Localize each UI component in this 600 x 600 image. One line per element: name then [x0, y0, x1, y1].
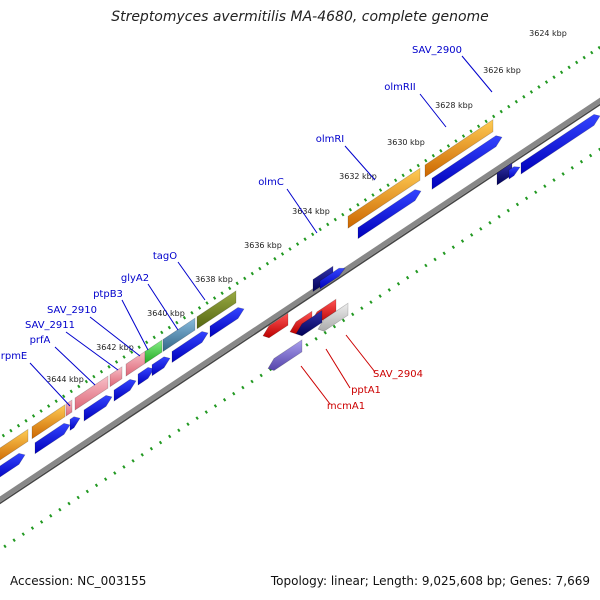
leader-line [419, 93, 447, 128]
gene-olmC-orange[interactable] [347, 167, 421, 229]
gene-olmR-orange[interactable] [424, 119, 494, 178]
gene-purple[interactable] [267, 339, 303, 371]
cds-gene-3[interactable] [69, 416, 81, 431]
cds-gene-small-1[interactable] [319, 267, 346, 290]
cds-gene-6[interactable] [137, 367, 155, 386]
gene-navy-lower[interactable] [295, 309, 323, 337]
cds-gene-4[interactable] [83, 395, 113, 422]
tick-label-3628-kbp: 3628 kbp [435, 101, 473, 110]
cds-gene-small-2[interactable] [508, 166, 521, 180]
gene-label-SAV_2910[interactable]: SAV_2910 [47, 305, 97, 316]
leader-line [147, 283, 179, 331]
tick-label-3642-kbp: 3642 kbp [96, 343, 134, 352]
cds-gene-11[interactable] [431, 135, 503, 190]
gene-label-SAV_2904[interactable]: SAV_2904 [373, 369, 423, 380]
reverse-gene-track [262, 298, 349, 371]
gene-label-SAV_2911[interactable]: SAV_2911 [25, 320, 75, 331]
tick-label-3644-kbp: 3644 kbp [46, 375, 84, 384]
gene-red-1[interactable] [262, 312, 289, 339]
gene-label-pptA1[interactable]: pptA1 [351, 385, 381, 396]
gene-label-SAV_2900[interactable]: SAV_2900 [412, 45, 462, 56]
gene-steel[interactable] [162, 317, 196, 353]
tick-label-3624-kbp: 3624 kbp [529, 29, 567, 38]
tick-label-3630-kbp: 3630 kbp [387, 138, 425, 147]
tick-label-3636-kbp: 3636 kbp [244, 241, 282, 250]
cds-track [0, 114, 600, 480]
gene-labels: SAV_2900 olmRII olmRI olmC tagO glyA2 ptpB3 SAV… [1, 45, 493, 412]
gene-green[interactable] [144, 339, 163, 364]
map-title: Streptomyces avermitilis MA-4680, comple… [111, 9, 489, 25]
gene-pink-1[interactable] [74, 375, 109, 411]
leader-line [345, 334, 376, 373]
gene-pink-2[interactable] [109, 366, 123, 388]
cds-gene-8[interactable] [171, 331, 209, 364]
cds-gene-2[interactable] [34, 423, 71, 455]
gene-orange-1[interactable] [0, 428, 29, 463]
gene-label-tagO[interactable]: tagO [153, 251, 177, 262]
leader-line [89, 316, 141, 357]
cds-gene-9[interactable] [209, 307, 245, 338]
gene-label-olmRI[interactable]: olmRI [316, 134, 345, 145]
lower-tick-line [0, 147, 600, 552]
gene-pink-small[interactable] [65, 399, 73, 417]
cds-gene-7[interactable] [151, 356, 171, 377]
tick-label-3632-kbp: 3632 kbp [339, 172, 377, 181]
leader-line [461, 55, 493, 93]
leader-line [65, 331, 119, 371]
leader-line [121, 299, 149, 351]
colored-gene-track [0, 119, 513, 463]
leader-line [29, 362, 71, 407]
genome-backbone [0, 97, 600, 503]
accession-text: Accession: NC_003155 [10, 574, 147, 588]
leader-line [54, 346, 96, 386]
gene-label-prfA[interactable]: prfA [30, 335, 51, 346]
cds-gene-5[interactable] [113, 379, 137, 402]
leader-line [325, 348, 351, 389]
topology-text: Topology: linear; Length: 9,025,608 bp; … [270, 574, 590, 588]
cds-gene-10[interactable] [357, 189, 422, 240]
gene-label-ptpB3[interactable]: ptpB3 [93, 289, 123, 300]
gene-label-olmRII[interactable]: olmRII [384, 82, 415, 93]
upper-tick-line [0, 45, 600, 440]
gene-label-glyA2[interactable]: glyA2 [121, 273, 149, 284]
kbp-tick-labels: 3624 kbp 3626 kbp 3628 kbp 3630 kbp 3632 kbp… [46, 29, 567, 384]
cds-gene-edge[interactable] [520, 114, 600, 175]
gene-gray[interactable] [317, 302, 349, 332]
gene-label-mcmA1[interactable]: mcmA1 [327, 401, 365, 412]
leader-line [177, 261, 206, 301]
gene-label-rpmE[interactable]: rpmE [1, 351, 28, 362]
leader-line [300, 365, 331, 405]
leader-line [344, 145, 376, 181]
tick-label-3634-kbp: 3634 kbp [292, 207, 330, 216]
tick-label-3626-kbp: 3626 kbp [483, 66, 521, 75]
tick-label-3640-kbp: 3640 kbp [147, 309, 185, 318]
gene-label-olmC[interactable]: olmC [258, 177, 284, 188]
tick-label-3638-kbp: 3638 kbp [195, 275, 233, 284]
leader-line [286, 188, 318, 234]
gene-olive[interactable] [196, 290, 237, 330]
gene-orange-2[interactable] [31, 404, 66, 440]
cds-gene-1[interactable] [0, 453, 26, 480]
